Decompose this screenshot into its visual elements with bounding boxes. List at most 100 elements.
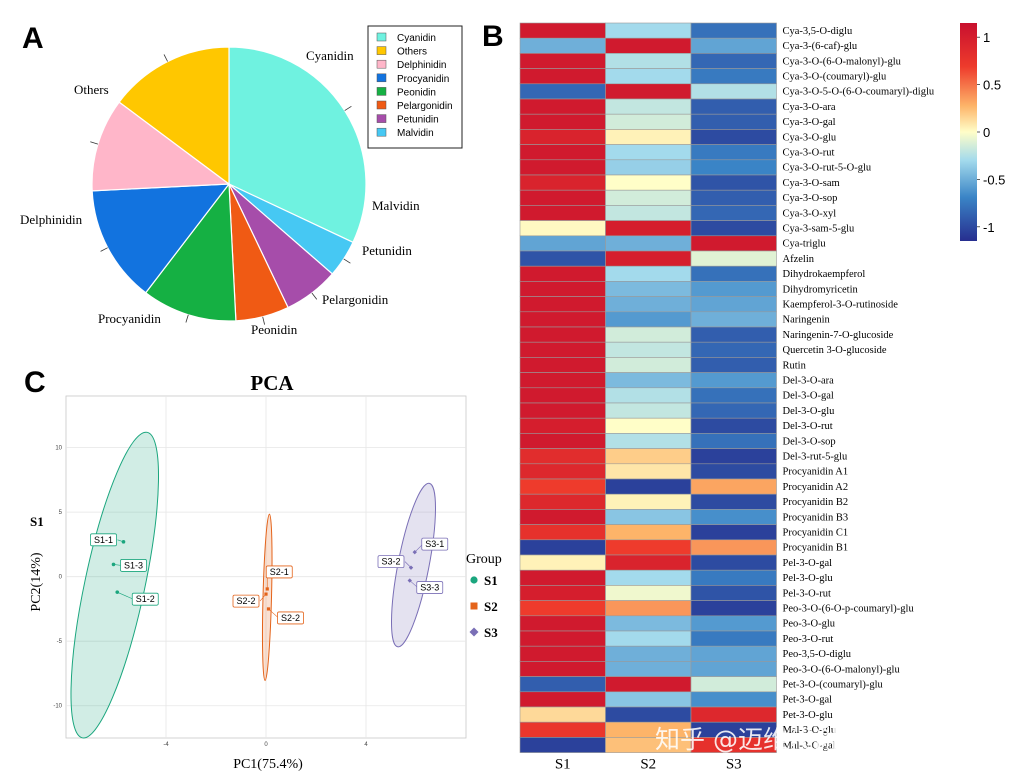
heatmap-cell-cya-3-6-caf-glu-s3 xyxy=(690,37,777,54)
pie-legend-label-cyanidin: Cyanidin xyxy=(397,33,436,44)
pca-xtick-label: -4 xyxy=(163,742,169,748)
heatmap-row-label-procyanidin-b1: Procyanidin B1 xyxy=(783,543,849,554)
heatmap-cell-del-3-o-ara-s2 xyxy=(605,372,692,389)
colorbar-tick-label: -1 xyxy=(983,220,995,235)
colorbar-tick-label: -0.5 xyxy=(983,172,1005,187)
heatmap-cell-peo-3-5-o-diglu-s2 xyxy=(605,645,692,662)
pca-ytick-label: -5 xyxy=(57,639,63,645)
heatmap-cell-cya-3-sam-5-glu-s3 xyxy=(690,220,777,237)
heatmap-row-label-cya-3-sam-5-glu: Cya-3-sam-5-glu xyxy=(783,224,855,235)
pca-xlabel: PC1(75.4%) xyxy=(233,757,303,772)
heatmap-row-label-del-3-o-rut: Del-3-O-rut xyxy=(783,421,833,432)
pca-plot: -4 0 4 10 5 0 -5 -10 S1-1 S1-3 S1-2 S2-1 S2-2 S2-2 S3-… xyxy=(53,395,467,748)
heatmap-cell-peo-3-o-rut-s2 xyxy=(605,630,692,647)
pie-leader-pelargonidin xyxy=(262,316,265,325)
group-legend-label-s3: S3 xyxy=(484,625,498,640)
heatmap-cell-dihydromyricetin-s1 xyxy=(519,281,606,297)
pie-legend-label-procyanidin: Procyanidin xyxy=(397,74,449,85)
heatmap-cell-cya-triglu-s2 xyxy=(605,235,692,252)
heatmap-cell-cya-3-o-coumaryl-glu-s2 xyxy=(605,68,692,85)
heatmap-cell-pet-3-o-gal-s3 xyxy=(690,691,777,708)
group-legend: Group S1 S2 S3 xyxy=(466,552,502,640)
heatmap-cell-rutin-s3 xyxy=(690,357,777,373)
group-legend-marker-s1 xyxy=(470,576,478,584)
heatmap-cell-peo-3-o-6-o-malonyl-glu-s3 xyxy=(690,661,777,677)
heatmap-cell-quercetin-3-o-glucoside-s1 xyxy=(519,341,606,358)
pie-legend-swatch-cyanidin xyxy=(376,32,387,42)
heatmap-row-label-cya-3-6-caf-glu: Cya-3-(6-caf)-glu xyxy=(783,41,858,52)
heatmap-cell-naringenin-s2 xyxy=(605,311,692,328)
pie-slice-delphinidin xyxy=(91,101,231,192)
heatmap-cell-procyanidin-c1-s2 xyxy=(605,524,692,541)
heatmap-cell-cya-3-o-coumaryl-glu-s3 xyxy=(690,68,777,85)
pca-ytick-label: 10 xyxy=(55,446,62,452)
heatmap-cell-pel-3-o-gal-s1 xyxy=(519,554,606,571)
pie-legend-label-malvidin: Malvidin xyxy=(397,128,434,139)
panel-letter-c: C xyxy=(24,366,46,399)
heatmap-cell-peo-3-o-6-o-p-coumaryl-glu-s1 xyxy=(519,600,606,617)
heatmap-row-label-mal-3-o-gal: Mal-3-O-gal xyxy=(783,740,836,751)
pie-leader-delphinidin xyxy=(90,141,99,145)
heatmap-cell-procyanidin-b2-s1 xyxy=(519,493,606,510)
heatmap-cell-cya-3-o-6-o-malonyl-glu-s3 xyxy=(690,53,777,69)
heatmap-cell-peo-3-o-glu-s3 xyxy=(690,615,777,632)
heatmap-cell-pet-3-o-gal-s2 xyxy=(605,691,692,708)
heatmap-cell-cya-3-o-sop-s2 xyxy=(605,189,692,206)
heatmap-cell-cya-3-5-o-diglu-s3 xyxy=(690,22,777,39)
heatmap-cell-dihydromyricetin-s3 xyxy=(690,281,777,297)
heatmap-cell-cya-3-o-rut-s2 xyxy=(605,144,692,161)
heatmap-cell-naringenin-s1 xyxy=(519,311,606,328)
heatmap-row-label-del-3-o-glu: Del-3-O-glu xyxy=(783,406,836,417)
heatmap-row-label-procyanidin-a1: Procyanidin A1 xyxy=(783,467,849,478)
heatmap-cell-cya-3-o-5-o-6-o-coumaryl-diglu-s2 xyxy=(605,83,692,100)
heatmap-cell-cya-3-o-rut-5-o-glu-s2 xyxy=(605,159,692,176)
pie-leader-others xyxy=(163,54,168,62)
heatmap-cell-procyanidin-b1-s3 xyxy=(690,539,777,556)
pie-legend-label-peonidin: Peonidin xyxy=(397,87,436,98)
heatmap-cell-pel-3-o-glu-s3 xyxy=(690,569,777,586)
pca-xtick-label: 4 xyxy=(364,742,368,748)
heatmap-cell-kaempferol-3-o-rutinoside-s1 xyxy=(519,296,606,313)
heatmap-cell-quercetin-3-o-glucoside-s3 xyxy=(690,341,777,358)
heatmap-cell-cya-3-o-glu-s2 xyxy=(605,129,692,145)
heatmap-cell-cya-3-6-caf-glu-s1 xyxy=(519,37,606,54)
heatmap: Cya-3,5-O-diglu Cya-3-(6-caf)-glu Cya-3-O-… xyxy=(519,22,935,773)
heatmap-cell-peo-3-o-rut-s3 xyxy=(690,630,777,647)
heatmap-cell-mal-3-o-gal-s1 xyxy=(519,737,606,753)
heatmap-cell-peo-3-o-6-o-malonyl-glu-s2 xyxy=(605,661,692,677)
pca-point-label-s1-2: S1-2 xyxy=(136,594,155,604)
heatmap-cell-cya-3-o-sam-s3 xyxy=(690,174,777,191)
heatmap-row-label-peo-3-5-o-diglu: Peo-3,5-O-diglu xyxy=(783,649,852,660)
heatmap-cell-dihydrokaempferol-s3 xyxy=(690,265,777,282)
heatmap-row-label-del-3-rut-5-glu: Del-3-rut-5-glu xyxy=(783,452,848,463)
heatmap-cell-procyanidin-b2-s3 xyxy=(690,493,777,510)
heatmap-row-label-cya-triglu: Cya-triglu xyxy=(783,239,827,250)
heatmap-cell-del-3-o-glu-s1 xyxy=(519,402,606,419)
heatmap-cell-cya-3-o-rut-5-o-glu-s1 xyxy=(519,159,606,176)
heatmap-cell-pel-3-o-rut-s1 xyxy=(519,585,606,601)
heatmap-cell-pel-3-o-rut-s3 xyxy=(690,585,777,601)
pca-point-label-s2-2: S2-2 xyxy=(281,613,300,623)
pie-legend-swatch-malvidin xyxy=(376,127,387,137)
heatmap-row-label-cya-3-o-sop: Cya-3-O-sop xyxy=(783,193,838,204)
heatmap-cell-del-3-o-rut-s1 xyxy=(519,417,606,434)
pie-label-procyanidin: Procyanidin xyxy=(98,311,161,326)
heatmap-cell-procyanidin-b3-s1 xyxy=(519,509,606,525)
pie-legend-label-others: Others xyxy=(397,47,427,58)
heatmap-cell-pet-3-o-coumaryl-glu-s3 xyxy=(690,676,777,693)
heatmap-row-label-procyanidin-b2: Procyanidin B2 xyxy=(783,497,849,508)
pie-legend-label-petunidin: Petunidin xyxy=(397,115,439,126)
pca-point-label-s3-1: S3-1 xyxy=(425,539,444,549)
heatmap-row-label-naringenin: Naringenin xyxy=(783,315,831,326)
heatmap-row-label-rutin: Rutin xyxy=(783,360,807,371)
panel-letter-a: A xyxy=(22,22,44,55)
heatmap-cell-procyanidin-b1-s1 xyxy=(519,539,606,556)
heatmap-row-label-pet-3-o-coumaryl-glu: Pet-3-O-(coumaryl)-glu xyxy=(783,680,884,691)
pca-ellipse-s1 xyxy=(70,431,160,739)
heatmap-row-label-mal-3-o-glu: Mal-3-O-glu xyxy=(783,725,837,736)
heatmap-cell-cya-3-o-sam-s1 xyxy=(519,174,606,191)
pca-point-label-s1-3: S1-3 xyxy=(124,560,143,570)
heatmap-cell-dihydrokaempferol-s2 xyxy=(605,265,692,282)
panel-letter-b: B xyxy=(482,20,504,53)
heatmap-cell-pet-3-o-glu-s1 xyxy=(519,706,606,723)
